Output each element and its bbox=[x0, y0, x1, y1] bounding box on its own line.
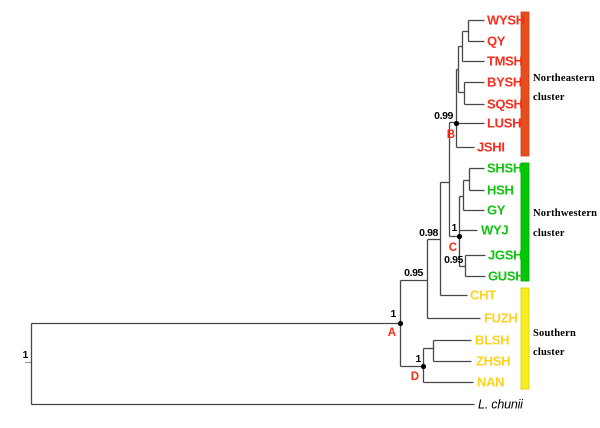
taxon-label-blsh: BLSH bbox=[475, 333, 509, 348]
northeastern-cluster-label-line2: cluster bbox=[533, 92, 565, 103]
node-dot-A bbox=[397, 320, 404, 327]
southern-cluster-label-line1: Southern bbox=[533, 328, 576, 339]
node-dot-C bbox=[456, 233, 463, 240]
node-letter-B: B bbox=[447, 129, 455, 141]
node-dot-D bbox=[420, 363, 427, 370]
taxon-label-shsh: SHSH bbox=[487, 161, 522, 176]
node-dot-B bbox=[453, 120, 460, 127]
taxon-label-wysh: WYSH bbox=[487, 13, 525, 28]
taxon-label-jshi: JSHI bbox=[477, 140, 505, 155]
support-value: 0.98 bbox=[419, 227, 438, 239]
taxon-label-qy: QY bbox=[487, 34, 506, 49]
taxon-label-wyj: WYJ bbox=[481, 223, 508, 238]
taxon-label-nan: NAN bbox=[477, 375, 504, 390]
taxon-label-hsh: HSH bbox=[487, 183, 514, 198]
taxon-label-cht: CHT bbox=[470, 288, 496, 303]
northeastern-cluster-label-line1: Northeastern bbox=[533, 73, 595, 84]
taxon-label-bysh: BYSH bbox=[487, 75, 522, 90]
taxon-label-sqsh: SQSH bbox=[487, 97, 523, 112]
support-value: 0.95 bbox=[444, 254, 463, 266]
support-value: 1 bbox=[391, 308, 397, 320]
support-value: 0.95 bbox=[404, 267, 423, 279]
taxon-label-tmsh: TMSH bbox=[487, 54, 523, 69]
southern-cluster-label-line2: cluster bbox=[533, 347, 565, 358]
node-letter-A: A bbox=[388, 327, 396, 339]
northwestern-cluster-label-line2: cluster bbox=[533, 228, 565, 239]
taxon-label-jgsh: JGSH bbox=[488, 248, 522, 263]
support-value: 1 bbox=[416, 353, 422, 365]
northeastern-cluster-bar bbox=[520, 11, 530, 157]
northwestern-cluster-bar bbox=[520, 162, 530, 282]
support-value: 1 bbox=[452, 222, 458, 234]
node-letter-C: C bbox=[449, 242, 457, 254]
taxon-label-l-chunii: L. chunii bbox=[478, 398, 524, 412]
taxon-label-gush: GUSH bbox=[488, 269, 524, 284]
taxon-label-lush: LUSH bbox=[487, 116, 521, 131]
taxon-label-gy: GY bbox=[487, 203, 506, 218]
taxon-label-fuzh: FUZH bbox=[484, 311, 517, 326]
support-value: 1 bbox=[23, 349, 29, 361]
northwestern-cluster-label-line1: Northwestern bbox=[533, 208, 597, 219]
node-letter-D: D bbox=[411, 371, 419, 383]
taxon-label-zhsh: ZHSH bbox=[476, 354, 510, 369]
southern-cluster-bar bbox=[520, 287, 530, 390]
support-value: 0.99 bbox=[434, 110, 453, 122]
